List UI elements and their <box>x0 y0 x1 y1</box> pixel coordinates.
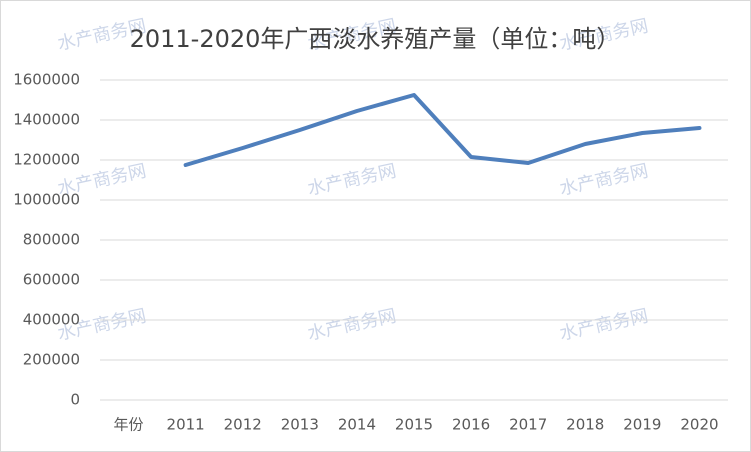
data-line <box>183 93 702 167</box>
x-tick-label: 2012 <box>224 416 262 434</box>
x-tick-label: 2018 <box>566 416 604 434</box>
x-tick-label: 2011 <box>167 416 205 434</box>
x-tick-label: 2014 <box>338 416 376 434</box>
chart-title: 2011-2020年广西淡水养殖产量（单位：吨） <box>130 25 621 53</box>
y-tick-label: 400000 <box>23 311 80 329</box>
x-tick-label: 2016 <box>452 416 490 434</box>
x-tick-label: 2017 <box>509 416 547 434</box>
x-tick-label: 2013 <box>281 416 319 434</box>
y-tick-label: 800000 <box>23 231 80 249</box>
x-tick-label: 2019 <box>623 416 661 434</box>
x-tick-label: 年份 <box>114 416 144 434</box>
x-tick-label: 2015 <box>395 416 433 434</box>
y-tick-label: 0 <box>70 391 80 409</box>
y-tick-label: 1600000 <box>13 71 80 89</box>
x-tick-label: 2020 <box>680 416 718 434</box>
y-tick-label: 600000 <box>23 271 80 289</box>
y-tick-label: 200000 <box>23 351 80 369</box>
y-tick-label: 1400000 <box>13 111 80 129</box>
y-tick-label: 1200000 <box>13 151 80 169</box>
y-tick-label: 1000000 <box>13 191 80 209</box>
